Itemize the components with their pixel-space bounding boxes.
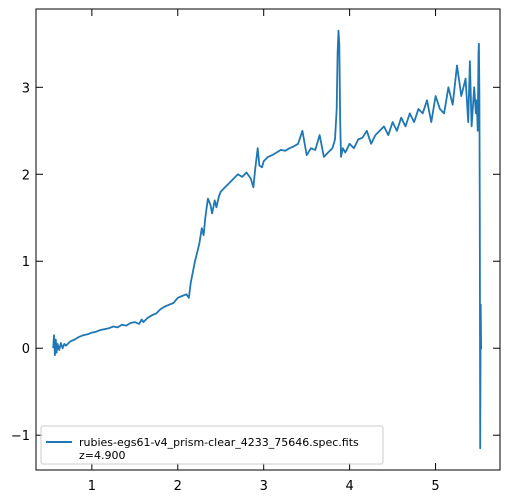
legend-box: [40, 425, 384, 465]
x-tick-label: 5: [431, 479, 439, 494]
spectrum-series-line-0: [52, 29, 483, 450]
x-tick-label: 1: [88, 479, 96, 494]
legend-redshift-label: z=4.900: [79, 449, 125, 462]
legend: rubies-egs61-v4_prism-clear_4233_75646.s…: [40, 425, 384, 465]
y-tick-label: −1: [11, 429, 30, 444]
x-tick-label: 2: [174, 479, 182, 494]
data-layer: [52, 29, 483, 450]
axes-frame: [35, 8, 501, 471]
x-axis: 1 2 3 4 5: [88, 9, 440, 494]
y-axis: −1 0 1 2 3: [11, 81, 500, 444]
x-tick-label: 3: [260, 479, 268, 494]
y-tick-label: 2: [22, 168, 30, 183]
y-tick-label: 1: [22, 255, 30, 270]
y-tick-label: 0: [22, 342, 30, 357]
x-tick-label: 4: [345, 479, 353, 494]
y-tick-label: 3: [22, 81, 30, 96]
legend-series-label: rubies-egs61-v4_prism-clear_4233_75646.s…: [79, 436, 359, 449]
